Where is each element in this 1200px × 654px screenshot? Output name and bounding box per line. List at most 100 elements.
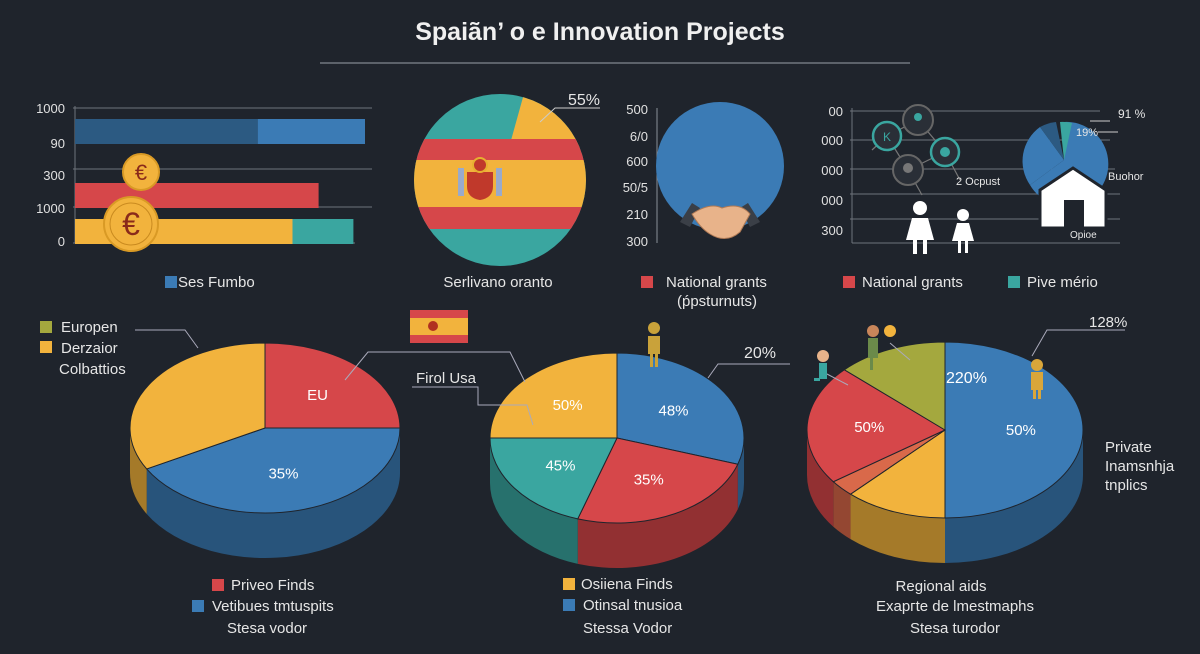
y-tick-label: 90 <box>50 136 65 151</box>
annotation: 2 Oсpust <box>956 176 1001 188</box>
legend-label: National grants <box>862 274 963 291</box>
legend-label: National grants <box>666 274 767 291</box>
callout-label: 20% <box>744 345 777 362</box>
y-tick-label: 000 <box>821 193 843 208</box>
slice-label: 35% <box>634 472 664 489</box>
legend-swatch <box>563 599 575 611</box>
legend-label: Ses Fumbo <box>178 274 255 291</box>
pie-slice-side <box>737 438 744 510</box>
euro-coin-icon: € <box>122 153 160 191</box>
y-tick-label: 500 <box>626 102 648 117</box>
y-tick-label: 210 <box>626 207 648 222</box>
pie-slice <box>616 352 745 465</box>
legend-swatch <box>1008 276 1020 288</box>
pie-slice-side <box>945 430 1083 563</box>
child-figure-icon <box>952 209 974 253</box>
callout-label: Firol Usa <box>416 370 477 387</box>
legend-label: Stesa vodor <box>227 620 308 637</box>
annotation: Opioe <box>1070 230 1097 241</box>
legend-label: Colbattios <box>59 361 126 378</box>
y-tick-label: 300 <box>821 223 843 238</box>
slice-label: 220% <box>946 370 987 387</box>
gear-node-icon <box>929 136 961 168</box>
callout-label: 128% <box>1089 314 1128 331</box>
slice-label: 55% <box>568 92 601 109</box>
side-label: Private <box>1105 439 1152 456</box>
svg-text:K: K <box>883 130 891 144</box>
y-tick-label: 600 <box>626 154 648 169</box>
slice-label: EU <box>307 387 328 404</box>
legend-swatch <box>563 578 575 590</box>
pie-slice <box>806 369 947 483</box>
bar-segment <box>75 119 258 144</box>
legend-sublabel: (ṕpsturnuts) <box>676 293 758 310</box>
legend-swatch <box>641 276 653 288</box>
legend-label: Derzaior <box>61 340 118 357</box>
pie-slice <box>843 341 946 431</box>
y-tick-label: 1000 <box>36 101 65 116</box>
pie-chart-3: 50% 50% <box>806 341 1084 563</box>
legend-label: Stessa Vodor <box>583 620 673 637</box>
slice-label: 50% <box>854 419 884 436</box>
legend-swatch <box>843 276 855 288</box>
person-figure-icon <box>648 322 660 367</box>
callout-lines <box>1090 120 1118 133</box>
pie-slice <box>489 437 618 520</box>
side-label: tnplics <box>1105 477 1148 494</box>
legend-label: Osiiena Finds <box>581 576 673 593</box>
legend-label: Stesa turodor <box>909 620 1001 637</box>
pie-full-circle <box>656 102 784 230</box>
y-tick-label: 00 <box>828 104 843 119</box>
y-tick-label: 6/0 <box>629 129 648 144</box>
bar-segment <box>257 119 365 144</box>
annotation: 19% <box>1076 127 1099 139</box>
euro-coin-icon: € <box>103 196 159 252</box>
handshake-icon <box>680 203 760 239</box>
svg-text:€: € <box>135 160 147 185</box>
annotation: 91 % <box>1118 107 1146 121</box>
pie-slice <box>145 427 401 514</box>
slice-label: 35% <box>268 465 298 482</box>
annotation: Buohor <box>1108 171 1144 183</box>
spain-coat-of-arms-icon <box>458 157 502 200</box>
legend-label: Europen <box>61 319 118 336</box>
pie-slice-side <box>146 428 400 558</box>
woman-figure-icon <box>906 201 934 254</box>
pie-chart-2: 48% 35% 45% 50% <box>489 352 745 568</box>
pie-slice-side <box>490 438 578 564</box>
person-figure-icon <box>1031 359 1043 399</box>
callout-lines <box>135 329 1125 426</box>
pie-slice <box>264 342 401 429</box>
side-label: Inamsnhja <box>1105 458 1175 475</box>
svg-text:€: € <box>122 206 140 242</box>
legend-label: Regional aids <box>895 578 987 595</box>
callout-line <box>539 107 600 123</box>
chart-caption: Serlivano oranto <box>443 274 553 291</box>
pie-slice-side <box>806 430 834 527</box>
person-figure-icon <box>814 350 829 381</box>
spain-flag-pie <box>414 94 586 266</box>
pie-chart-1: EU 35% <box>129 342 401 558</box>
bar-segment <box>292 219 354 244</box>
y-tick-label: 000 <box>821 163 843 178</box>
pie-slice <box>489 352 618 439</box>
legend-label: Otinsal tnusioa <box>583 597 683 614</box>
person-with-coin-icon <box>867 325 896 370</box>
legend-swatch <box>212 579 224 591</box>
pie-slice <box>849 429 946 519</box>
legend-label: Priveo Finds <box>231 577 315 594</box>
y-tick-label: 000 <box>821 133 843 148</box>
pie-slice-side <box>833 481 851 540</box>
slice-label: 50% <box>553 397 583 414</box>
pie-slice-side <box>577 464 738 568</box>
arrows-node-icon: K <box>871 120 903 152</box>
spain-flag-icon <box>410 310 468 343</box>
y-tick-label: 1000 <box>36 201 65 216</box>
pie-slice <box>577 437 739 524</box>
page-title: Spaiãn’ o e Innovation Projects <box>415 18 785 46</box>
house-icon <box>1038 166 1108 230</box>
y-tick-label: 50/5 <box>622 180 648 195</box>
legend-swatch <box>165 276 177 288</box>
legend-swatch <box>40 321 52 333</box>
